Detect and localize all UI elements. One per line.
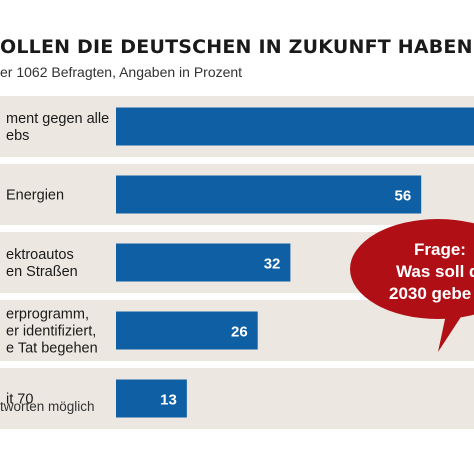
category-label: e Tat begehen	[6, 341, 98, 357]
value-label: 26	[231, 324, 248, 341]
bar	[116, 243, 291, 282]
category-label: Energien	[6, 188, 64, 204]
category-label: erprogramm,	[6, 307, 89, 323]
category-label: it 70	[6, 392, 33, 408]
value-label: 56	[395, 188, 412, 205]
category-label: ment gegen alle	[6, 111, 109, 127]
bar	[116, 311, 258, 350]
category-label: er identifiziert,	[6, 324, 96, 340]
bar	[116, 107, 474, 146]
bubble-text: Frage:	[414, 240, 466, 259]
category-label: ektroautos	[6, 247, 74, 263]
bubble-text: 2030 gebe	[389, 284, 471, 303]
value-label: 13	[160, 392, 177, 409]
bubble-body	[350, 219, 474, 319]
bubble-tail	[438, 300, 472, 352]
value-label: 32	[264, 256, 281, 273]
category-label: en Straßen	[6, 264, 78, 280]
chart-title: OLLEN DIE DEUTSCHEN IN ZUKUNFT HABEN	[0, 36, 473, 58]
chart-subtitle: er 1062 Befragten, Angaben in Prozent	[0, 64, 243, 80]
bubble-text: Was soll d	[396, 262, 474, 281]
row-band	[0, 368, 474, 429]
bar	[116, 175, 422, 214]
footnote: tworten möglich	[0, 399, 95, 414]
bar	[116, 379, 187, 418]
category-label: ebs	[6, 128, 29, 144]
